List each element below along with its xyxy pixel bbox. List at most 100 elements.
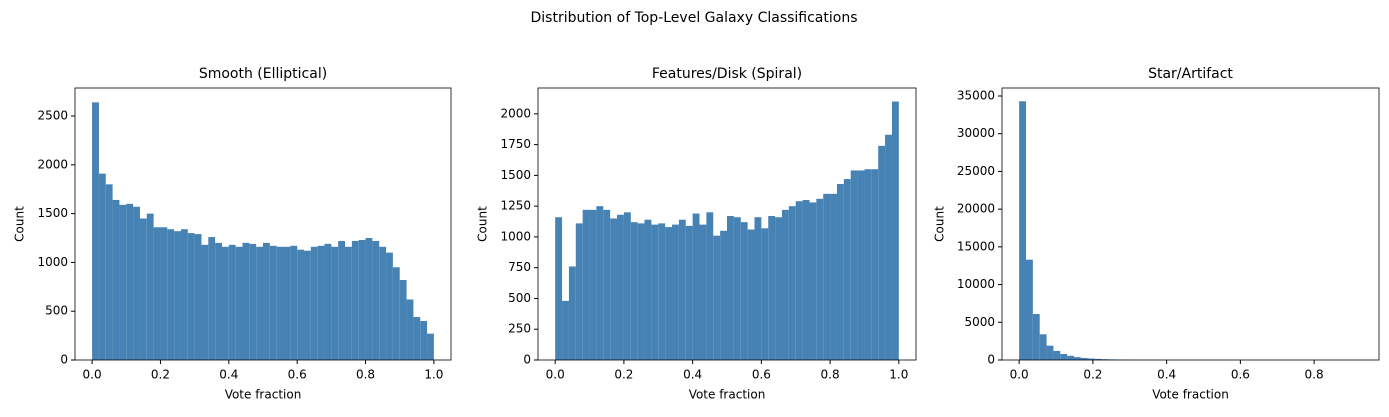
- y-tick-label: 0: [523, 353, 531, 367]
- x-tick-label: 1.0: [889, 368, 908, 382]
- y-axis-label: Count: [13, 206, 27, 242]
- bar: [748, 230, 755, 360]
- bar: [761, 228, 768, 360]
- x-tick-label: 0.2: [151, 368, 170, 382]
- bar: [803, 200, 810, 360]
- bar: [366, 238, 373, 360]
- y-tick-label: 250: [508, 322, 531, 336]
- bar: [830, 194, 837, 360]
- bar: [263, 243, 270, 360]
- bar: [741, 222, 748, 360]
- bar: [844, 179, 851, 360]
- bar: [249, 244, 256, 360]
- bar: [359, 240, 366, 360]
- y-tick-label: 500: [45, 304, 68, 318]
- bar: [318, 246, 325, 360]
- bar: [837, 184, 844, 360]
- y-tick-label: 2000: [37, 157, 68, 171]
- y-tick-label: 20000: [957, 202, 995, 216]
- x-tick-label: 0.4: [683, 368, 702, 382]
- bar: [181, 229, 188, 360]
- bar: [700, 225, 707, 360]
- x-axis-label: Vote fraction: [225, 388, 302, 402]
- bar: [562, 301, 569, 360]
- bar: [1047, 346, 1054, 360]
- bar: [1033, 314, 1040, 360]
- y-tick-label: 1500: [37, 206, 68, 220]
- y-tick-label: 1250: [500, 199, 531, 213]
- bar: [569, 266, 576, 360]
- y-tick-label: 1000: [37, 255, 68, 269]
- y-tick-label: 10000: [957, 277, 995, 291]
- y-tick-label: 35000: [957, 89, 995, 103]
- bar: [242, 243, 249, 360]
- y-tick-label: 0: [60, 353, 68, 367]
- x-tick-label: 0.8: [356, 368, 375, 382]
- bar: [693, 214, 700, 360]
- bar: [754, 217, 761, 360]
- x-tick-label: 0.6: [752, 368, 771, 382]
- bar: [277, 247, 284, 360]
- bar: [215, 243, 222, 360]
- bar: [188, 233, 195, 360]
- bar: [106, 184, 113, 360]
- bar: [775, 217, 782, 360]
- bar: [379, 247, 386, 360]
- bar: [386, 253, 393, 360]
- bar: [229, 245, 236, 360]
- bar: [796, 201, 803, 360]
- y-tick-label: 0: [987, 353, 995, 367]
- bar: [885, 135, 892, 360]
- bar: [679, 220, 686, 360]
- bar: [727, 216, 734, 360]
- bar: [1060, 354, 1067, 360]
- bar: [236, 247, 243, 360]
- x-tick-label: 0.8: [821, 368, 840, 382]
- bar: [603, 210, 610, 360]
- y-tick-label: 30000: [957, 126, 995, 140]
- bar: [160, 227, 167, 360]
- bar: [1053, 351, 1060, 360]
- bar: [290, 246, 297, 360]
- bar: [133, 207, 140, 360]
- bar: [222, 247, 229, 360]
- bar: [583, 210, 590, 360]
- axes-title: Features/Disk (Spiral): [652, 66, 802, 82]
- bar: [1019, 101, 1026, 360]
- bar: [1026, 260, 1033, 360]
- bar: [789, 206, 796, 360]
- bar: [413, 317, 420, 360]
- bar: [610, 218, 617, 360]
- bar: [871, 169, 878, 360]
- axes-title: Smooth (Elliptical): [199, 66, 327, 82]
- bar: [686, 226, 693, 360]
- bar: [201, 245, 208, 360]
- axes-frame: [1002, 88, 1379, 360]
- bar: [1067, 356, 1074, 360]
- bar: [658, 223, 665, 360]
- bar: [665, 227, 672, 360]
- bar: [113, 200, 120, 360]
- bar: [864, 169, 871, 360]
- bar: [195, 234, 202, 360]
- bar: [596, 206, 603, 360]
- bar: [284, 247, 291, 360]
- bar: [858, 170, 865, 360]
- bar: [720, 231, 727, 360]
- x-tick-label: 0.0: [1010, 368, 1029, 382]
- bar: [651, 225, 658, 360]
- y-tick-label: 1500: [500, 168, 531, 182]
- x-tick-label: 0.0: [83, 368, 102, 382]
- y-tick-label: 750: [508, 260, 531, 274]
- bar: [407, 299, 414, 360]
- bar: [167, 229, 174, 360]
- bar: [617, 215, 624, 360]
- bar: [851, 170, 858, 360]
- bar: [372, 241, 379, 360]
- x-tick-label: 0.2: [1083, 368, 1102, 382]
- bar: [809, 202, 816, 360]
- y-tick-label: 2500: [37, 109, 68, 123]
- x-tick-label: 0.4: [1157, 368, 1176, 382]
- bar: [892, 102, 899, 360]
- bar: [393, 267, 400, 360]
